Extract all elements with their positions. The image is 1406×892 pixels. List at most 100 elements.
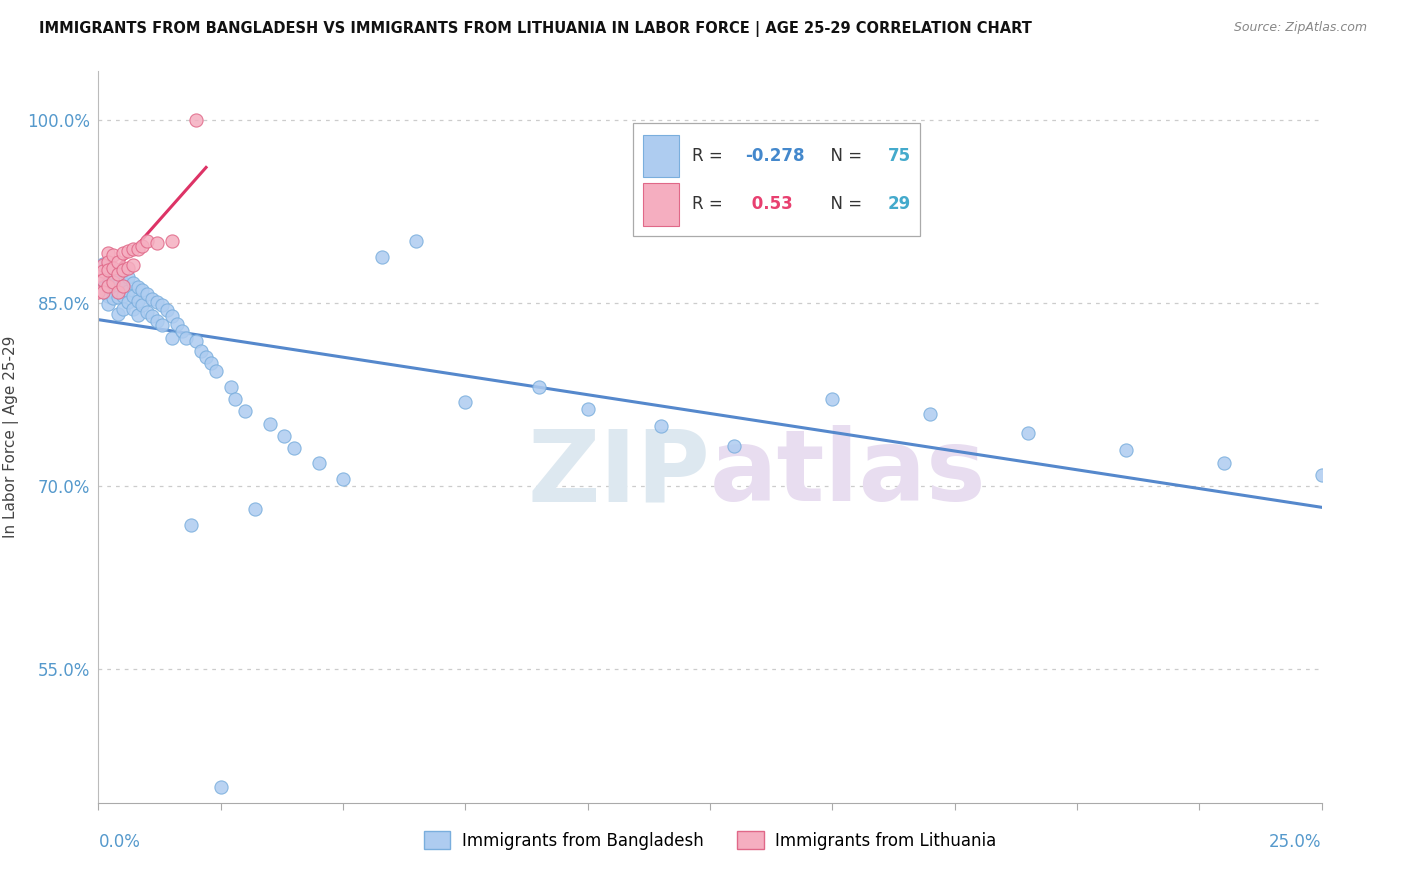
Point — [87, 271, 110, 285]
Point — [180, 517, 202, 532]
Point — [650, 419, 672, 434]
Bar — [643, 135, 679, 178]
Text: 0.53: 0.53 — [745, 195, 792, 213]
Point — [121, 301, 143, 317]
Point — [209, 780, 232, 794]
Point — [97, 246, 120, 260]
Point — [91, 281, 114, 295]
Point — [101, 275, 124, 289]
Point — [91, 285, 114, 299]
Point — [308, 456, 330, 470]
Legend: Immigrants from Bangladesh, Immigrants from Lithuania: Immigrants from Bangladesh, Immigrants f… — [416, 824, 1004, 856]
Point — [821, 392, 844, 407]
Point — [1310, 467, 1333, 482]
Point — [723, 439, 745, 453]
Point — [91, 264, 114, 278]
Point — [156, 303, 179, 318]
Point — [87, 268, 110, 282]
Text: Source: ZipAtlas.com: Source: ZipAtlas.com — [1233, 21, 1367, 34]
Point — [97, 279, 120, 293]
Point — [195, 350, 218, 364]
Point — [97, 270, 120, 285]
Point — [91, 258, 114, 272]
Point — [91, 273, 114, 287]
Point — [224, 392, 246, 407]
Point — [101, 291, 124, 305]
Point — [131, 283, 153, 297]
Text: 0.0%: 0.0% — [98, 833, 141, 851]
Point — [127, 293, 149, 308]
Point — [205, 364, 228, 378]
Point — [111, 277, 134, 291]
Point — [117, 284, 139, 298]
Point — [97, 261, 120, 276]
Point — [176, 331, 198, 345]
Point — [117, 270, 139, 285]
Point — [190, 343, 212, 358]
Text: atlas: atlas — [710, 425, 987, 522]
Point — [131, 238, 153, 252]
Point — [117, 294, 139, 309]
Point — [101, 277, 124, 292]
Point — [97, 263, 120, 277]
Point — [141, 310, 163, 324]
Bar — [643, 183, 679, 226]
Point — [111, 288, 134, 302]
Point — [107, 307, 129, 321]
Point — [1017, 426, 1039, 441]
Point — [136, 234, 159, 248]
Text: 29: 29 — [887, 195, 911, 213]
Point — [166, 317, 188, 331]
Text: R =: R = — [692, 195, 728, 213]
Point — [219, 380, 242, 394]
Point — [146, 236, 169, 251]
Point — [121, 277, 143, 291]
Text: 25.0%: 25.0% — [1270, 833, 1322, 851]
Point — [121, 258, 143, 272]
Point — [273, 429, 295, 443]
Point — [101, 270, 124, 285]
Text: R =: R = — [692, 147, 728, 165]
Point — [527, 380, 550, 394]
Text: N =: N = — [820, 147, 868, 165]
Point — [371, 250, 394, 264]
Point — [107, 285, 129, 299]
Point — [97, 297, 120, 311]
Point — [107, 254, 129, 268]
Text: ZIP: ZIP — [527, 425, 710, 522]
Point — [117, 260, 139, 275]
Point — [243, 502, 266, 516]
Point — [121, 243, 143, 257]
Point — [186, 113, 208, 128]
Point — [1115, 443, 1137, 458]
Point — [146, 314, 169, 328]
Point — [91, 257, 114, 271]
Point — [111, 279, 134, 293]
Point — [127, 243, 149, 257]
Point — [454, 394, 477, 409]
Point — [259, 417, 281, 431]
Point — [101, 248, 124, 262]
Point — [107, 267, 129, 281]
Point — [111, 263, 134, 277]
Point — [136, 304, 159, 318]
Point — [117, 244, 139, 258]
Point — [97, 254, 120, 268]
Point — [150, 298, 173, 312]
Text: N =: N = — [820, 195, 868, 213]
Text: IMMIGRANTS FROM BANGLADESH VS IMMIGRANTS FROM LITHUANIA IN LABOR FORCE | AGE 25-: IMMIGRANTS FROM BANGLADESH VS IMMIGRANTS… — [39, 21, 1032, 37]
Text: -0.278: -0.278 — [745, 147, 806, 165]
Point — [107, 290, 129, 304]
Point — [283, 441, 305, 455]
Point — [131, 298, 153, 312]
Point — [97, 281, 120, 295]
Point — [920, 407, 942, 421]
Point — [101, 284, 124, 298]
Point — [150, 318, 173, 332]
Point — [107, 277, 129, 292]
Point — [101, 263, 124, 277]
Point — [233, 404, 256, 418]
Point — [111, 264, 134, 278]
Point — [101, 260, 124, 275]
Point — [160, 331, 183, 345]
